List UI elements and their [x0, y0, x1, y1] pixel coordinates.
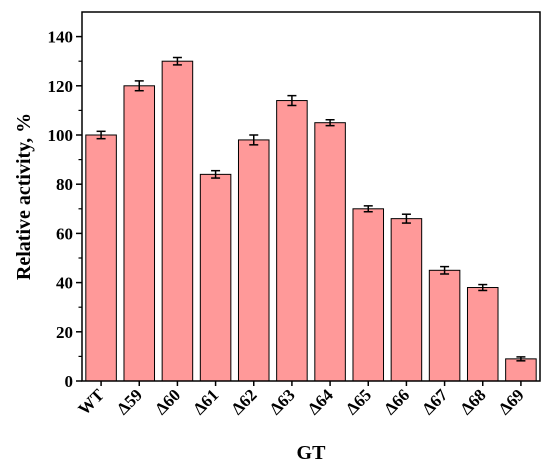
error-bar-9: [440, 265, 450, 275]
bar-4: [237, 139, 270, 382]
x-tick-label-9: Δ67: [418, 385, 451, 418]
bar-0: [85, 134, 117, 382]
error-bar-3: [211, 169, 221, 179]
y-tick-label-0: 0: [65, 372, 74, 391]
x-axis: WT Δ59 Δ60 Δ61 Δ62 Δ63 Δ64 Δ65 Δ66 Δ67 Δ68 Δ69: [74, 381, 528, 419]
y-tick-label-1: 20: [56, 323, 73, 342]
x-tick-label-1: Δ59: [113, 385, 146, 418]
x-tick-label-3: Δ61: [189, 385, 222, 418]
x-tick-label-11: Δ69: [495, 385, 528, 418]
bar-6: [314, 122, 346, 382]
error-bar-0: [96, 130, 106, 140]
y-tick-label-2: 40: [56, 274, 73, 293]
bar-3: [199, 173, 232, 382]
error-bar-5: [287, 94, 297, 107]
y-tick-label-4: 80: [56, 175, 73, 194]
bar-2: [161, 60, 194, 382]
bar-10: [466, 287, 499, 382]
x-tick-label-7: Δ65: [342, 385, 375, 418]
y-axis: 0 20 40 60 80 100 120 140: [48, 28, 82, 391]
bar-9: [428, 269, 461, 382]
bar-7: [352, 208, 385, 382]
bar-1: [123, 85, 156, 382]
x-tick-label-2: Δ60: [151, 385, 184, 418]
bar-5: [276, 100, 308, 382]
x-tick-label-8: Δ66: [380, 385, 413, 418]
y-tick-label-3: 60: [56, 224, 73, 243]
error-bar-10: [478, 283, 488, 292]
plot-frame: [81, 11, 541, 382]
y-tick-label-5: 100: [48, 126, 74, 145]
x-tick-label-5: Δ63: [266, 385, 299, 418]
bars-group: [85, 60, 537, 382]
error-bar-1: [134, 80, 144, 92]
error-bars-group: [96, 56, 526, 362]
y-axis-title: Relative activity, %: [13, 113, 35, 280]
x-axis-title: GT: [297, 442, 327, 464]
error-bar-11: [516, 356, 526, 362]
x-tick-label-6: Δ64: [304, 385, 337, 418]
error-bar-8: [401, 213, 411, 224]
bar-8: [390, 218, 423, 382]
error-bar-6: [325, 118, 335, 127]
bar-11: [505, 358, 537, 382]
x-tick-label-10: Δ68: [457, 385, 490, 418]
error-bar-7: [363, 205, 373, 213]
error-bar-2: [172, 56, 182, 66]
error-bar-4: [249, 134, 259, 146]
x-tick-label-0: WT: [74, 385, 108, 419]
y-tick-label-7: 140: [48, 28, 74, 47]
x-tick-label-4: Δ62: [228, 385, 261, 418]
y-tick-label-6: 120: [48, 77, 74, 96]
